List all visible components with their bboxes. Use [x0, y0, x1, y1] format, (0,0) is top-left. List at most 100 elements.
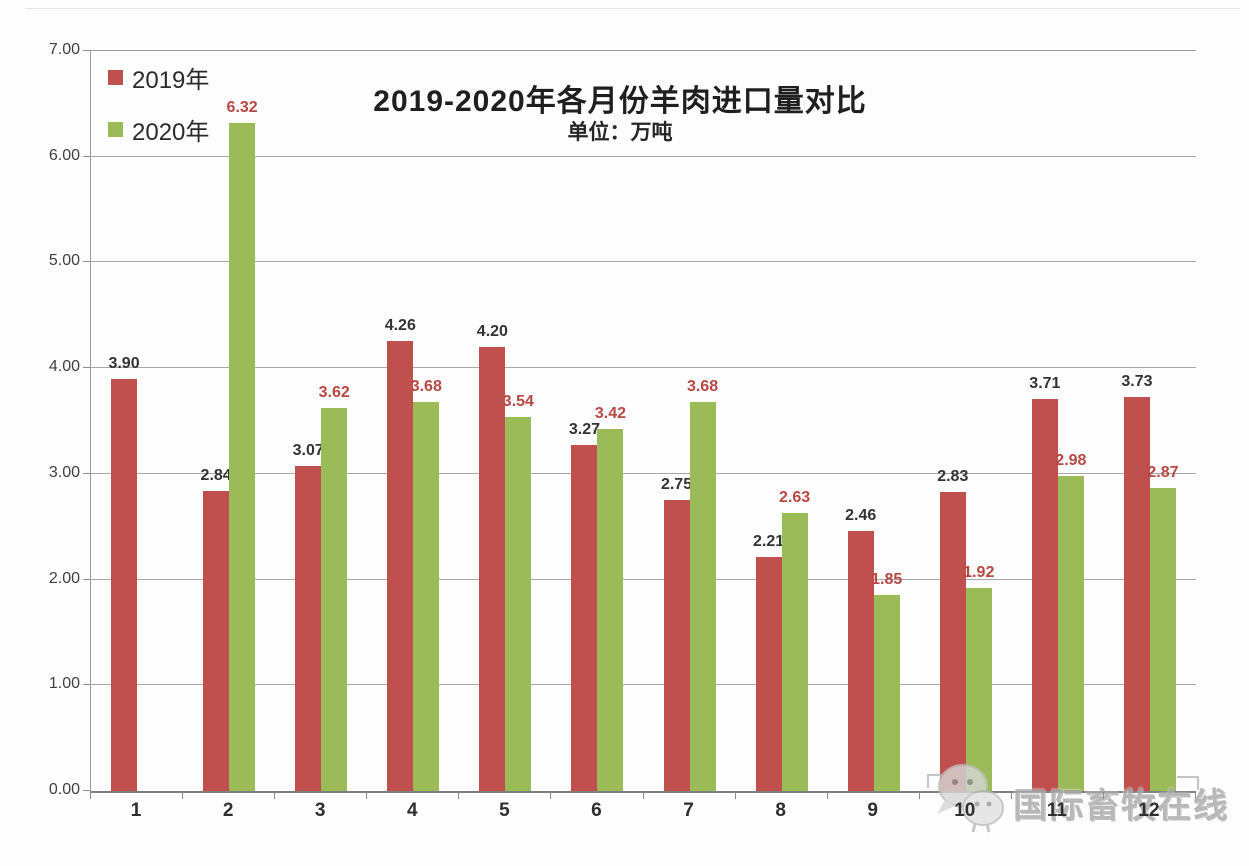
bar-2020年-month-7 — [689, 401, 716, 791]
y-axis-tick-mark — [83, 684, 90, 686]
x-axis-category-label: 3 — [314, 800, 326, 821]
bar-2020年-month-8 — [781, 512, 808, 791]
legend-swatch-2019-icon — [108, 70, 123, 85]
bar-value-label: 2.21 — [753, 533, 785, 551]
bar-value-label: 1.85 — [871, 571, 903, 589]
bar-2019年-month-1 — [111, 378, 138, 791]
x-axis-tick-mark — [182, 792, 184, 799]
bar-value-label: 6.32 — [226, 98, 258, 116]
gridline — [91, 367, 1196, 369]
bar-2019年-month-9 — [847, 530, 874, 791]
gridline — [91, 261, 1196, 263]
y-axis-tick-mark — [83, 472, 90, 474]
bar-value-label: 3.68 — [686, 377, 719, 395]
bar-value-label: 2.98 — [1055, 451, 1087, 469]
x-axis-tick-mark — [642, 792, 644, 799]
bar-2020年-month-2 — [229, 122, 256, 791]
x-axis-category-label: 7 — [683, 800, 694, 821]
bar-value-label: 2.75 — [660, 476, 693, 494]
bar-2020年-month-11 — [1057, 475, 1084, 791]
bar-value-label: 2.84 — [200, 466, 232, 484]
x-axis-category-label: 4 — [406, 800, 418, 821]
x-axis-category-label: 2 — [222, 800, 234, 821]
top-divider — [25, 8, 1240, 9]
y-axis-tick-mark — [83, 367, 90, 369]
x-axis-category-label: 8 — [775, 800, 786, 821]
x-axis-tick-mark — [274, 792, 276, 799]
bar-2019年-month-8 — [755, 557, 782, 791]
legend: 2019年 2020年 — [108, 60, 209, 164]
bar-value-label: 3.54 — [502, 392, 534, 410]
bar-value-label: 3.62 — [318, 384, 350, 402]
bar-value-label: 3.90 — [108, 354, 140, 372]
legend-label-2020: 2020年 — [132, 119, 210, 146]
legend-item-2020: 2020年 — [108, 112, 209, 147]
gridline — [91, 472, 1196, 474]
chart-subtitle: 单位：万吨 — [567, 121, 673, 144]
legend-label-2019: 2019年 — [132, 67, 210, 94]
x-axis-category-label: 5 — [499, 800, 510, 821]
bar-value-label: 4.20 — [476, 323, 508, 340]
bar-2019年-month-12 — [1123, 396, 1150, 791]
x-axis-category-label: 12 — [1138, 800, 1160, 821]
bar-value-label: 2.63 — [779, 488, 811, 506]
x-axis-tick-mark — [826, 792, 828, 799]
y-axis-tick-label: 1.00 — [48, 675, 80, 693]
y-axis-tick-label: 0.00 — [48, 781, 80, 798]
bar-2020年-month-5 — [505, 416, 532, 791]
x-axis-tick-mark — [458, 792, 460, 799]
x-axis-tick-mark — [1102, 792, 1104, 799]
bar-2019年-month-2 — [203, 490, 230, 791]
bar-2019年-month-7 — [663, 500, 690, 791]
bar-2020年-month-3 — [321, 408, 348, 791]
bar-2020年-month-9 — [873, 595, 900, 791]
x-axis-category-label: 6 — [591, 800, 602, 821]
gridline — [91, 155, 1196, 157]
bar-value-label: 1.92 — [963, 564, 995, 582]
y-axis-tick-mark — [83, 50, 90, 51]
bar-2020年-month-10 — [965, 588, 992, 791]
chart-title: 2019-2020年各月份羊肉进口量对比 — [373, 85, 867, 118]
bar-value-label: 2.46 — [845, 506, 877, 524]
bar-value-label: 3.71 — [1029, 374, 1061, 392]
x-axis-tick-mark — [550, 792, 552, 799]
bar-2020年-month-12 — [1149, 487, 1176, 791]
y-axis-tick-label: 7.00 — [48, 41, 80, 58]
x-axis-tick-mark — [1195, 792, 1196, 799]
bar-value-label: 2.83 — [937, 467, 969, 485]
x-axis-category-label: 9 — [867, 800, 878, 821]
y-axis-tick-label: 5.00 — [48, 252, 80, 270]
legend-item-2019: 2019年 — [108, 60, 209, 95]
plot-area: 3.90 2.84 3.07 4.26 4.20 3.27 2.75 2.21 2.46 2.83… — [90, 50, 1196, 793]
y-axis-tick-mark — [83, 578, 90, 580]
x-axis-category-label: 11 — [1046, 800, 1067, 821]
y-axis-tick-mark — [83, 261, 90, 263]
x-axis-tick-mark — [918, 792, 920, 799]
bar-value-label: 3.42 — [594, 405, 627, 423]
bar-2020年-month-6 — [597, 429, 624, 791]
x-axis-tick-mark — [734, 792, 736, 799]
x-axis-category-label: 10 — [954, 800, 976, 821]
bar-2019年-month-4 — [387, 340, 414, 791]
y-axis-tick-mark — [83, 155, 90, 157]
bar-2020年-month-4 — [413, 401, 440, 791]
bar-2019年-month-11 — [1031, 398, 1058, 791]
gridline — [91, 578, 1196, 580]
bar-2019年-month-10 — [939, 491, 966, 791]
bar-2019年-month-3 — [295, 466, 322, 791]
bar-2019年-month-5 — [479, 347, 506, 791]
y-axis-tick-label: 3.00 — [48, 463, 80, 481]
y-axis-tick-mark — [83, 790, 90, 791]
legend-swatch-2020-icon — [108, 122, 123, 137]
bar-value-label: 3.73 — [1121, 372, 1153, 390]
x-axis-category-label: 1 — [130, 800, 142, 821]
gridline — [91, 684, 1196, 686]
bar-value-label: 3.68 — [410, 377, 442, 395]
bar-value-label: 4.26 — [384, 316, 416, 334]
y-axis-tick-label: 2.00 — [48, 569, 80, 587]
x-axis-tick-mark — [366, 792, 368, 799]
y-axis-tick-label: 6.00 — [48, 146, 80, 164]
bar-2019年-month-6 — [571, 445, 598, 791]
bar-value-label: 3.27 — [568, 421, 601, 439]
